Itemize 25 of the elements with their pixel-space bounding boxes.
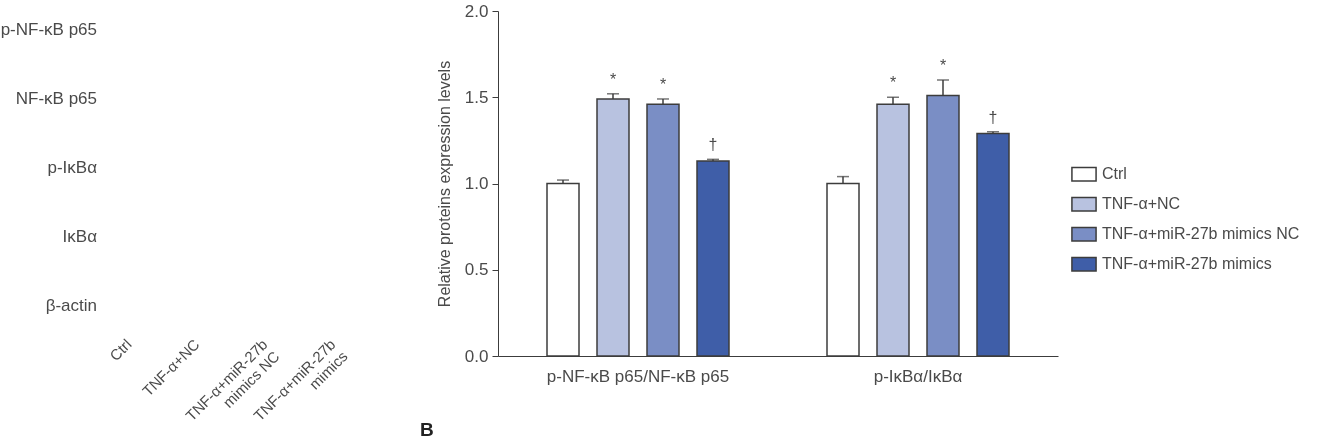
category-label: NF-κB p65 xyxy=(15,89,97,108)
y-tick-label: 1.0 xyxy=(464,174,489,193)
legend-label: TNF-α+NC xyxy=(1102,195,1181,213)
legend-label: TNF-α+miR-27b mimics xyxy=(1102,255,1272,273)
text: B xyxy=(420,419,434,440)
y-tick-label: 0.0 xyxy=(464,346,489,366)
legend-label: Ctrl xyxy=(1102,165,1127,183)
data-label: † xyxy=(988,108,998,126)
x-tick-label: p-IκBα/IκBα xyxy=(873,366,963,386)
x-tick-label: p-NF-κB p65/NF-κB p65 xyxy=(546,366,730,386)
category-label: p-IκBα xyxy=(47,158,97,177)
data-label: * xyxy=(659,75,667,93)
y-tick-label: 2.0 xyxy=(464,1,489,21)
y-tick-label: 1.5 xyxy=(464,87,489,107)
category-label: p-NF-κB p65 xyxy=(0,20,97,39)
legend-label: TNF-α+miR-27b mimics NC xyxy=(1102,225,1300,243)
category-label: IκBα xyxy=(62,227,97,246)
data-label: † xyxy=(708,136,718,154)
y-axis-title: Relative proteins expression levels xyxy=(435,60,453,308)
y-tick-label: 0.5 xyxy=(464,260,489,280)
data-label: * xyxy=(939,57,947,74)
data-label: * xyxy=(889,74,897,92)
data-label: * xyxy=(609,70,617,88)
category-label: β-actin xyxy=(45,296,97,315)
category-label: Ctrl xyxy=(106,335,135,365)
